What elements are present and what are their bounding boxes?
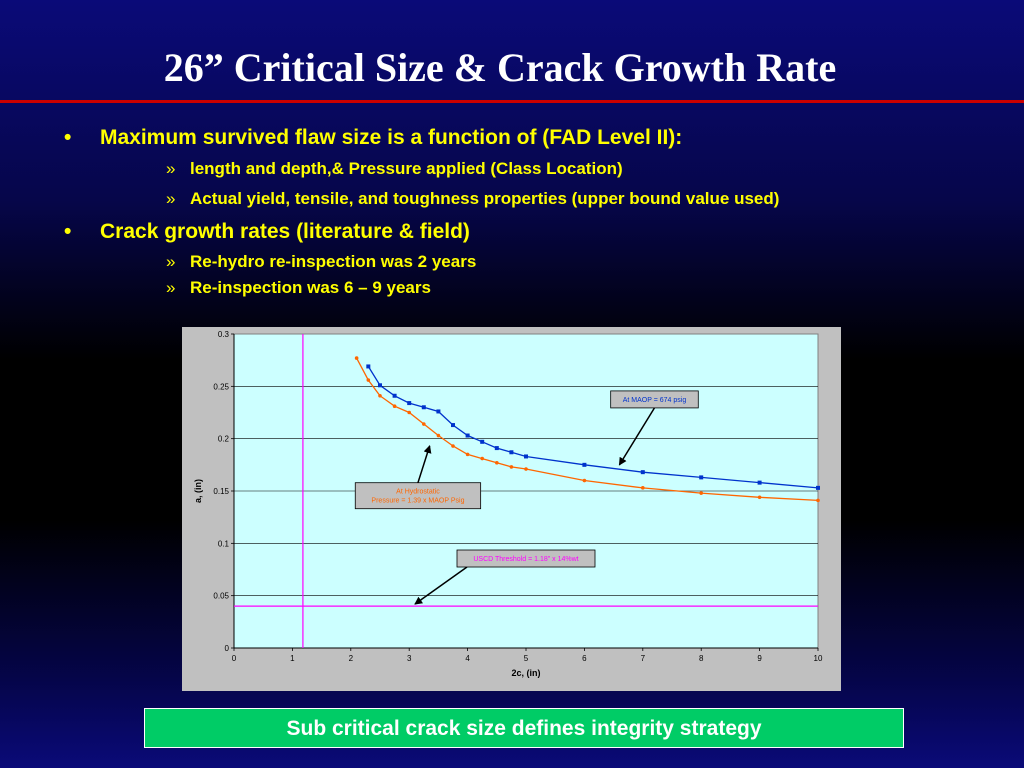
- y-tick-label: 0.05: [213, 592, 229, 601]
- sub-bullet-2-2: » Re-inspection was 6 – 9 years: [166, 278, 431, 298]
- maop-arrow: [618, 407, 656, 466]
- hydro-callout-box: [354, 482, 482, 510]
- hydro-arrow: [417, 445, 432, 483]
- hydro-point: [495, 460, 499, 465]
- y-tick-label: 0.25: [213, 382, 229, 391]
- x-tick-label: 9: [757, 654, 762, 663]
- sub-bullet-1-1: » length and depth,& Pressure applied (Cl…: [166, 159, 623, 179]
- threshold-callout-text: USCD Threshold = 1.18" x 14%wt: [473, 556, 578, 563]
- hydro-point: [422, 422, 426, 426]
- hydro-point: [582, 478, 587, 483]
- threshold-callout-box: [456, 549, 596, 568]
- sub-bullet-text-2-1: Re-hydro re-inspection was 2 years: [190, 252, 477, 271]
- x-tick-label: 6: [582, 654, 587, 663]
- hydro-series-line: [356, 357, 819, 502]
- x-tick-label: 10: [814, 654, 823, 663]
- x-tick-label: 1: [290, 654, 295, 663]
- chart-container: 0 0.05 0.1 0.15 0.2 0.25 0.3 0 1 2 3 4 5 6 7 8 9 10 2c, (i…: [182, 327, 841, 691]
- hydro-point: [465, 452, 470, 457]
- maop-point: [465, 433, 470, 438]
- y-tick-label: 0.3: [218, 330, 230, 339]
- maop-point: [421, 405, 426, 410]
- hydro-callout-text: Pressure = 1.39 x MAOP Psig: [371, 498, 464, 505]
- hydro-point: [699, 491, 703, 495]
- maop-callout-box: [610, 390, 699, 409]
- sub-bullet-marker-2-2: »: [166, 278, 176, 297]
- sub-bullet-text-1-2: Actual yield, tensile, and toughness pro…: [190, 189, 780, 208]
- x-axis-label: 2c, (in): [511, 668, 540, 678]
- bullet-text-1: Maximum survived flaw size is a function…: [100, 126, 683, 149]
- maop-point: [451, 423, 455, 428]
- hydro-point: [757, 495, 762, 500]
- x-tick-label: 4: [465, 654, 470, 663]
- maop-point: [392, 393, 397, 398]
- bullet-item-2: • Crack growth rates (literature & field): [64, 220, 470, 244]
- hydro-point: [509, 465, 514, 469]
- maop-point: [816, 485, 820, 490]
- slide-title: 26” Critical Size & Crack Growth Rate: [163, 45, 837, 90]
- x-tick-label: 5: [524, 654, 529, 663]
- maop-point: [407, 401, 412, 406]
- maop-point: [582, 462, 587, 467]
- sub-bullet-1-2: » Actual yield, tensile, and toughness pr…: [166, 189, 779, 209]
- hydro-point: [392, 404, 397, 409]
- y-tick-label: 0: [225, 644, 230, 653]
- maop-point: [509, 450, 514, 455]
- sub-bullet-marker-2-1: »: [166, 252, 176, 271]
- y-tick-label: 0.1: [218, 539, 230, 548]
- x-tick-label: 7: [641, 654, 646, 663]
- y-tick-label: 0.2: [218, 435, 230, 444]
- hydro-point: [641, 486, 645, 490]
- x-tick-label: 0: [232, 654, 237, 663]
- maop-callout-text: At MAOP = 674 psig: [623, 397, 687, 404]
- bullet-marker-1: •: [64, 126, 72, 149]
- maop-point: [494, 446, 499, 451]
- sub-bullet-marker-1-1: »: [166, 159, 176, 178]
- threshold-arrow: [414, 566, 468, 605]
- hydro-callout-text: At Hydrostatic: [396, 489, 440, 496]
- sub-bullet-marker-1-2: »: [166, 189, 176, 208]
- bullet-text-2: Crack growth rates (literature & field): [100, 220, 470, 243]
- x-tick-label: 3: [407, 654, 412, 663]
- hydro-point: [524, 467, 528, 471]
- maop-point: [378, 383, 382, 388]
- hydro-point: [378, 393, 382, 398]
- maop-point: [757, 480, 762, 485]
- maop-point: [366, 364, 371, 369]
- sub-bullet-text-2-2: Re-inspection was 6 – 9 years: [190, 278, 431, 297]
- bullet-item-1: • Maximum survived flaw size is a functio…: [64, 126, 682, 150]
- maop-point: [436, 409, 441, 414]
- hydro-point: [451, 444, 455, 448]
- hydro-point: [816, 498, 820, 503]
- x-tick-label: 8: [699, 654, 704, 663]
- bullet-marker-2: •: [64, 220, 72, 243]
- maop-point: [480, 439, 485, 444]
- hydro-point: [436, 433, 441, 438]
- sub-bullet-text-1-1: length and depth,& Pressure applied (Cla…: [190, 159, 623, 178]
- maop-point: [640, 470, 645, 475]
- maop-point: [524, 454, 528, 459]
- hydro-point: [366, 378, 371, 382]
- sub-bullet-2-1: » Re-hydro re-inspection was 2 years: [166, 252, 476, 272]
- y-axis-label: a, (in): [193, 479, 203, 503]
- hydro-point: [480, 456, 485, 461]
- title-underline: [0, 100, 1024, 103]
- y-tick-label: 0.15: [213, 487, 229, 496]
- x-tick-label: 2: [349, 654, 354, 663]
- crack-size-chart: 0 0.05 0.1 0.15 0.2 0.25 0.3 0 1 2 3 4 5 6 7 8 9 10 2c, (i…: [193, 330, 823, 678]
- maop-point: [699, 475, 704, 480]
- hydro-point: [407, 410, 411, 415]
- hydro-point: [354, 356, 359, 360]
- conclusion-banner: Sub critical crack size defines integrit…: [144, 708, 904, 748]
